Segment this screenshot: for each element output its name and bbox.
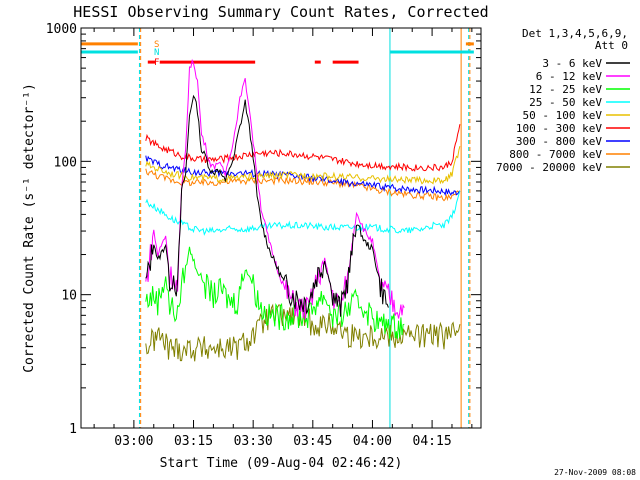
legend-label-4: 50 - 100 keV <box>523 109 603 122</box>
x-tick-label-1: 03:15 <box>174 434 213 449</box>
legend-label-8: 7000 - 20000 keV <box>496 161 602 174</box>
legend-header-0: Det 1,3,4,5,6,9, <box>522 27 628 40</box>
plot-area <box>81 28 474 428</box>
y-tick-label-0: 1 <box>69 422 77 437</box>
flag-label-F: F <box>154 58 159 68</box>
flag-label-S: S <box>154 40 159 50</box>
legend-header-1: Att 0 <box>595 39 628 52</box>
x-axis-label: Start Time (09-Aug-04 02:46:42) <box>160 456 403 471</box>
legend-label-2: 12 - 25 keV <box>529 83 602 96</box>
series-line-7 <box>145 168 461 202</box>
series-line-0 <box>145 94 389 317</box>
flag-label-N: N <box>154 48 159 58</box>
series-line-1 <box>145 58 405 320</box>
legend-label-6: 300 - 800 keV <box>516 135 602 148</box>
x-tick-label-3: 03:45 <box>293 434 332 449</box>
plot-frame <box>80 27 482 429</box>
series-line-3 <box>145 190 461 236</box>
series-line-2 <box>145 246 405 339</box>
y-tick-label-2: 100 <box>54 155 77 170</box>
x-tick-label-2: 03:30 <box>234 434 273 449</box>
y-axis: 1 10 100 1000 <box>46 22 481 437</box>
x-tick-label-0: 03:00 <box>114 434 153 449</box>
chart-title: HESSI Observing Summary Count Rates, Cor… <box>73 3 488 21</box>
legend-label-1: 6 - 12 keV <box>536 70 603 83</box>
series-line-4 <box>145 145 461 185</box>
y-tick-label-1: 10 <box>61 289 77 304</box>
legend-label-5: 100 - 300 keV <box>516 122 602 135</box>
timestamp: 27-Nov-2009 08:08 <box>554 468 636 477</box>
legend-label-3: 25 - 50 keV <box>529 96 602 109</box>
legend-label-7: 800 - 7000 keV <box>509 148 602 161</box>
x-tick-label-5: 04:15 <box>413 434 452 449</box>
y-axis-label: Corrected Count Rate (s⁻¹ detector⁻¹) <box>22 83 37 373</box>
y-tick-label-3: 1000 <box>46 22 77 37</box>
series-line-5 <box>145 124 461 172</box>
x-axis: 03:00 03:15 03:30 03:45 04:00 04:15 <box>93 28 473 449</box>
x-tick-label-4: 04:00 <box>353 434 392 449</box>
legend-label-0: 3 - 6 keV <box>542 57 602 70</box>
